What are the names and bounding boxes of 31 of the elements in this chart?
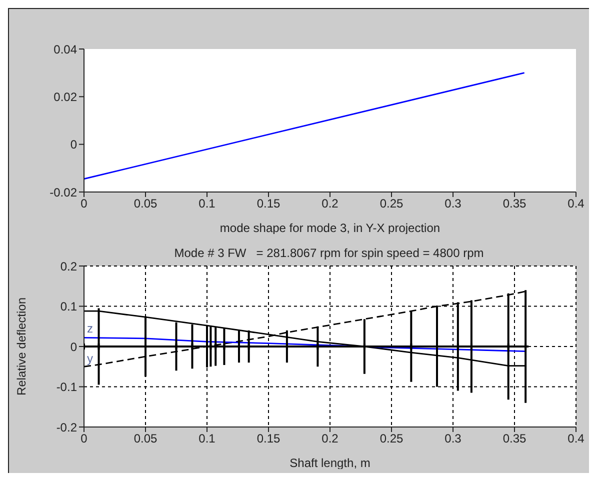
annotation: y — [87, 352, 93, 366]
y-tick-label: 0 — [70, 138, 78, 152]
y-tick-label: 0 — [70, 340, 78, 354]
y-tick-label: -0.02 — [50, 185, 78, 200]
x-tick-label: 0.3 — [444, 196, 462, 211]
x-tick-label: 0.15 — [256, 432, 280, 446]
annotation: z — [87, 321, 93, 336]
y-axis-title: Relative deflection — [14, 297, 28, 396]
x-tick-label: 0.35 — [502, 196, 526, 211]
x-tick-label: 0.05 — [134, 432, 158, 446]
x-tick-label: 0.25 — [380, 432, 404, 446]
y-tick-label: 0.2 — [60, 259, 78, 274]
x-tick-label: 0 — [80, 196, 88, 211]
x-tick-label: 0.35 — [502, 432, 526, 446]
y-tick-label: -0.2 — [56, 420, 78, 434]
x-tick-label: 0 — [80, 432, 88, 446]
x-tick-label: 0.1 — [198, 196, 216, 211]
y-tick-label: 0.04 — [54, 42, 78, 56]
chart-title: Mode # 3 FW = 281.8067 rpm for spin speed = 4800 rpm — [173, 246, 485, 260]
x-tick-label: 0.25 — [380, 196, 404, 211]
x-tick-label: 0.1 — [198, 432, 216, 446]
x-tick-label: 0.2 — [322, 432, 339, 446]
x-tick-label: 0.4 — [568, 196, 585, 211]
x-tick-label: 0.3 — [444, 432, 462, 446]
x-tick-label: 0.15 — [256, 196, 280, 211]
x-tick-label: 0.05 — [134, 196, 158, 211]
y-tick-label: 0.1 — [60, 300, 78, 314]
y-tick-label: 0.02 — [54, 90, 78, 104]
x-tick-label: 0.2 — [322, 196, 339, 211]
y-tick-label: -0.1 — [56, 380, 78, 394]
x-tick-label: 0.4 — [568, 432, 585, 446]
